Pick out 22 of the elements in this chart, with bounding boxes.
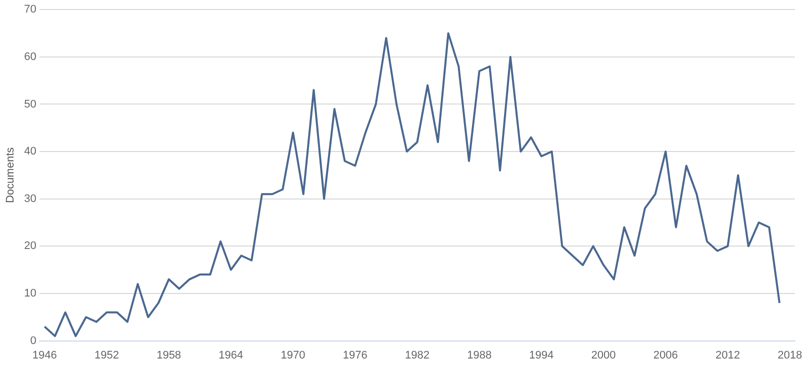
x-tick-label: 1982 <box>404 349 430 362</box>
y-tick-label: 30 <box>24 192 36 205</box>
y-tick-label: 50 <box>24 98 36 110</box>
y-tick-label: 70 <box>24 4 36 16</box>
x-tick-label: 1994 <box>529 349 554 362</box>
x-tick-label: 1988 <box>467 349 492 362</box>
x-tick-label: 2012 <box>715 349 740 362</box>
y-tick-label: 40 <box>24 146 36 158</box>
x-tick-label: 1970 <box>280 349 306 362</box>
x-tick-label: 1976 <box>342 349 368 362</box>
x-tick-label: 1946 <box>32 349 57 362</box>
y-tick-label: 10 <box>24 288 36 300</box>
x-tick-label: 1952 <box>94 349 119 362</box>
y-tick-label: 60 <box>24 50 36 63</box>
y-tick-label: 0 <box>30 334 36 347</box>
x-tick-label: 2000 <box>591 349 616 362</box>
y-tick-label: 20 <box>24 240 36 252</box>
x-tick-label: 1958 <box>156 349 182 362</box>
x-tick-label: 2006 <box>653 349 678 362</box>
y-axis-title: Documents <box>4 146 17 204</box>
x-tick-label: 1964 <box>218 349 244 362</box>
x-tick-label: 2018 <box>778 349 802 362</box>
